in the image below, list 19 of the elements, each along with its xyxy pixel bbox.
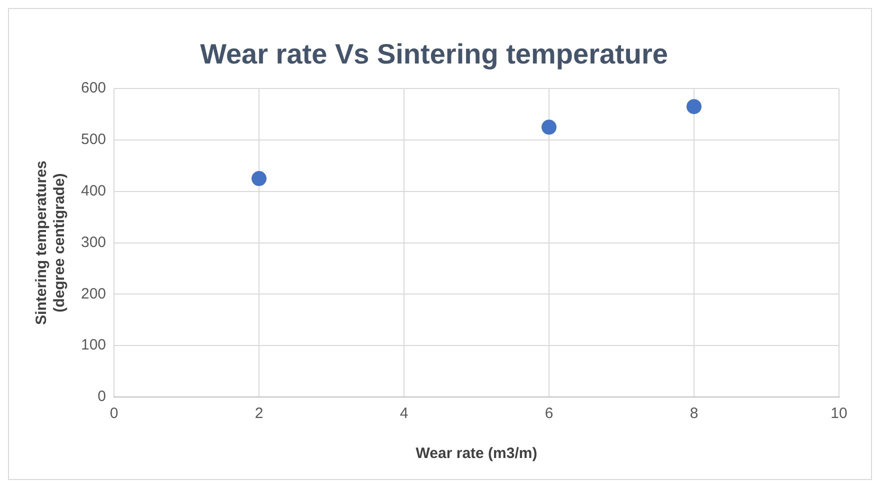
x-axis-title: Wear rate (m3/m) bbox=[416, 445, 538, 462]
point bbox=[542, 120, 557, 135]
x-tick-label: 4 bbox=[400, 405, 408, 422]
y-tick-label: 100 bbox=[80, 336, 106, 354]
y-tick-label: 600 bbox=[80, 80, 106, 97]
y-tick-label: 200 bbox=[80, 285, 106, 302]
x-tick-label: 2 bbox=[254, 405, 264, 422]
point bbox=[252, 171, 267, 186]
x-tick-label: 6 bbox=[544, 405, 554, 422]
y-tick-label: 500 bbox=[80, 131, 106, 148]
x-tick-label: 0 bbox=[110, 405, 118, 422]
y-tick-label: 0 bbox=[98, 388, 106, 406]
y-tick-label: 300 bbox=[80, 234, 106, 251]
y-axis-title: Sintering temperatures (degree centigrade) bbox=[33, 160, 68, 325]
chart-title: Wear rate Vs Sintering temperature bbox=[200, 38, 668, 70]
y-tick-label: 400 bbox=[80, 182, 106, 200]
x-tick-label: 8 bbox=[690, 405, 698, 422]
point bbox=[686, 99, 702, 114]
x-tick-label: 10 bbox=[830, 405, 848, 422]
